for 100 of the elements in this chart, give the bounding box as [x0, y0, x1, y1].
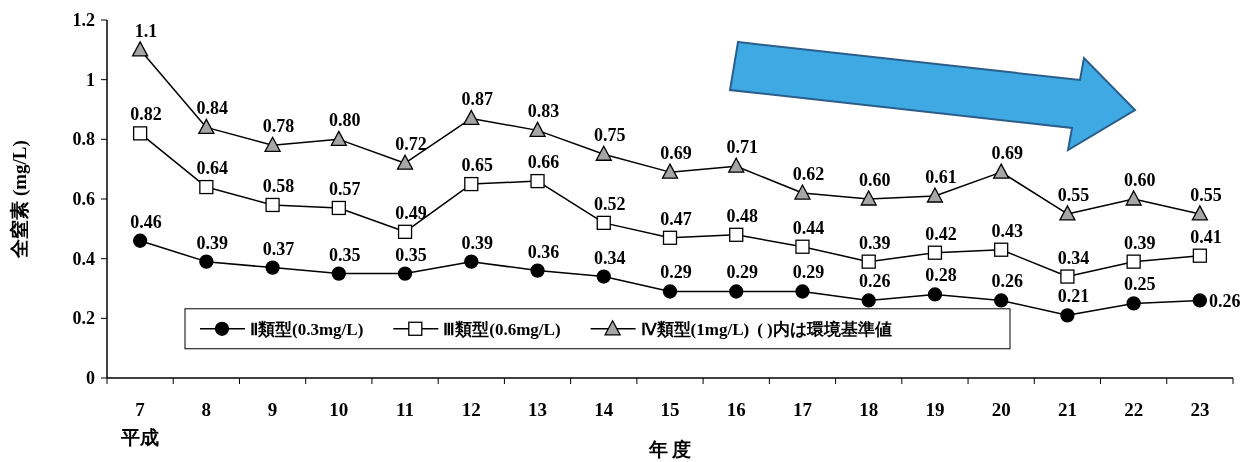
x-tick-label: 21 — [1057, 399, 1077, 420]
point — [994, 293, 1009, 308]
point — [795, 239, 810, 254]
point — [1191, 205, 1209, 221]
x-tick-label: 17 — [792, 399, 813, 420]
data-label: 0.69 — [991, 143, 1023, 164]
point — [198, 118, 215, 135]
data-label: 0.29 — [726, 262, 758, 283]
data-label: 0.49 — [395, 202, 427, 223]
data-label: 0.62 — [792, 164, 825, 185]
data-label: 0.36 — [527, 241, 560, 262]
point — [1192, 248, 1208, 263]
y-tick-label: 1 — [86, 69, 95, 90]
legend-label: Ⅳ類型(1mg/L) — [640, 319, 750, 339]
x-tick-label: 10 — [329, 399, 349, 420]
point — [331, 266, 346, 281]
data-label: 0.29 — [792, 262, 825, 283]
data-label: 0.39 — [196, 232, 229, 253]
data-label: 0.80 — [329, 110, 361, 131]
x-axis-title: 年 度 — [647, 439, 692, 460]
point — [463, 109, 480, 126]
annotation: ( )内は環境基準値 — [757, 319, 892, 339]
data-label: 0.75 — [594, 125, 626, 146]
point — [199, 179, 214, 195]
data-label: 0.39 — [461, 232, 494, 253]
point — [199, 254, 214, 269]
x-tick-label: 18 — [859, 399, 879, 420]
point — [131, 41, 149, 57]
data-label: 0.69 — [660, 143, 692, 164]
data-label: 0.34 — [594, 247, 626, 268]
point — [661, 163, 679, 179]
point — [861, 254, 876, 269]
x-tick-label: 20 — [991, 399, 1011, 420]
data-label: 0.71 — [726, 137, 758, 158]
x-tick-label: 16 — [726, 399, 746, 420]
data-label: 0.37 — [262, 238, 295, 259]
point — [1126, 254, 1141, 269]
data-label: 0.83 — [527, 101, 560, 122]
data-label: 0.28 — [925, 265, 957, 286]
x-tick-label: 7 — [135, 399, 146, 420]
point — [530, 263, 545, 278]
data-label: 0.26 — [1208, 291, 1241, 312]
x-tick-label: 8 — [201, 399, 212, 420]
point — [994, 242, 1009, 257]
point — [1126, 296, 1141, 311]
point — [464, 176, 479, 192]
data-label: 0.41 — [1190, 226, 1222, 247]
point — [927, 287, 943, 302]
x-tick-label: 19 — [925, 399, 945, 420]
x-tick-label: 11 — [396, 399, 415, 420]
point — [794, 184, 811, 200]
point — [662, 284, 678, 299]
data-label: 0.72 — [395, 134, 427, 155]
y-tick-label: 0.4 — [72, 248, 95, 269]
data-label: 0.66 — [527, 152, 560, 173]
data-label: 0.29 — [660, 262, 692, 283]
point — [530, 173, 545, 189]
x-tick-label: 23 — [1190, 399, 1210, 420]
point — [397, 266, 413, 281]
x-tick-label: 22 — [1124, 399, 1144, 420]
data-label: 0.57 — [329, 178, 361, 199]
x-tick-label: 13 — [528, 399, 548, 420]
point — [596, 269, 611, 284]
data-label: 0.60 — [1123, 170, 1156, 190]
data-label: 0.46 — [130, 211, 162, 232]
data-label: 0.55 — [1190, 184, 1222, 205]
data-label: 0.48 — [726, 205, 758, 226]
data-label: 0.87 — [461, 89, 494, 110]
point — [529, 121, 546, 138]
point — [861, 293, 876, 308]
point — [265, 197, 280, 213]
data-label: 0.64 — [196, 158, 229, 179]
point — [397, 224, 413, 239]
data-label: 0.25 — [1123, 274, 1156, 295]
point — [265, 260, 280, 275]
point — [464, 254, 479, 269]
point — [1060, 269, 1075, 284]
y-tick-label: 0.8 — [72, 129, 95, 150]
point — [1060, 308, 1075, 323]
point — [331, 200, 346, 216]
point — [729, 227, 744, 242]
y-axis-title: 全窒素 (mg/L) — [9, 140, 31, 259]
data-label: 0.60 — [858, 170, 891, 190]
data-label: 0.26 — [991, 271, 1023, 292]
data-label: 0.43 — [991, 220, 1023, 241]
point — [595, 145, 612, 161]
y-tick-label: 0.2 — [72, 308, 95, 329]
data-label: 0.42 — [925, 223, 957, 244]
data-label: 0.65 — [461, 155, 494, 176]
data-label: 0.39 — [858, 232, 891, 253]
point — [860, 190, 877, 206]
point — [729, 284, 744, 299]
x-tick-label: 14 — [594, 399, 614, 420]
y-tick-label: 0 — [86, 368, 95, 388]
data-label: 0.34 — [1057, 247, 1090, 268]
data-label: 0.82 — [130, 104, 162, 125]
point — [132, 233, 148, 248]
point — [926, 187, 944, 203]
point — [728, 157, 745, 173]
data-label: 0.58 — [262, 175, 295, 196]
